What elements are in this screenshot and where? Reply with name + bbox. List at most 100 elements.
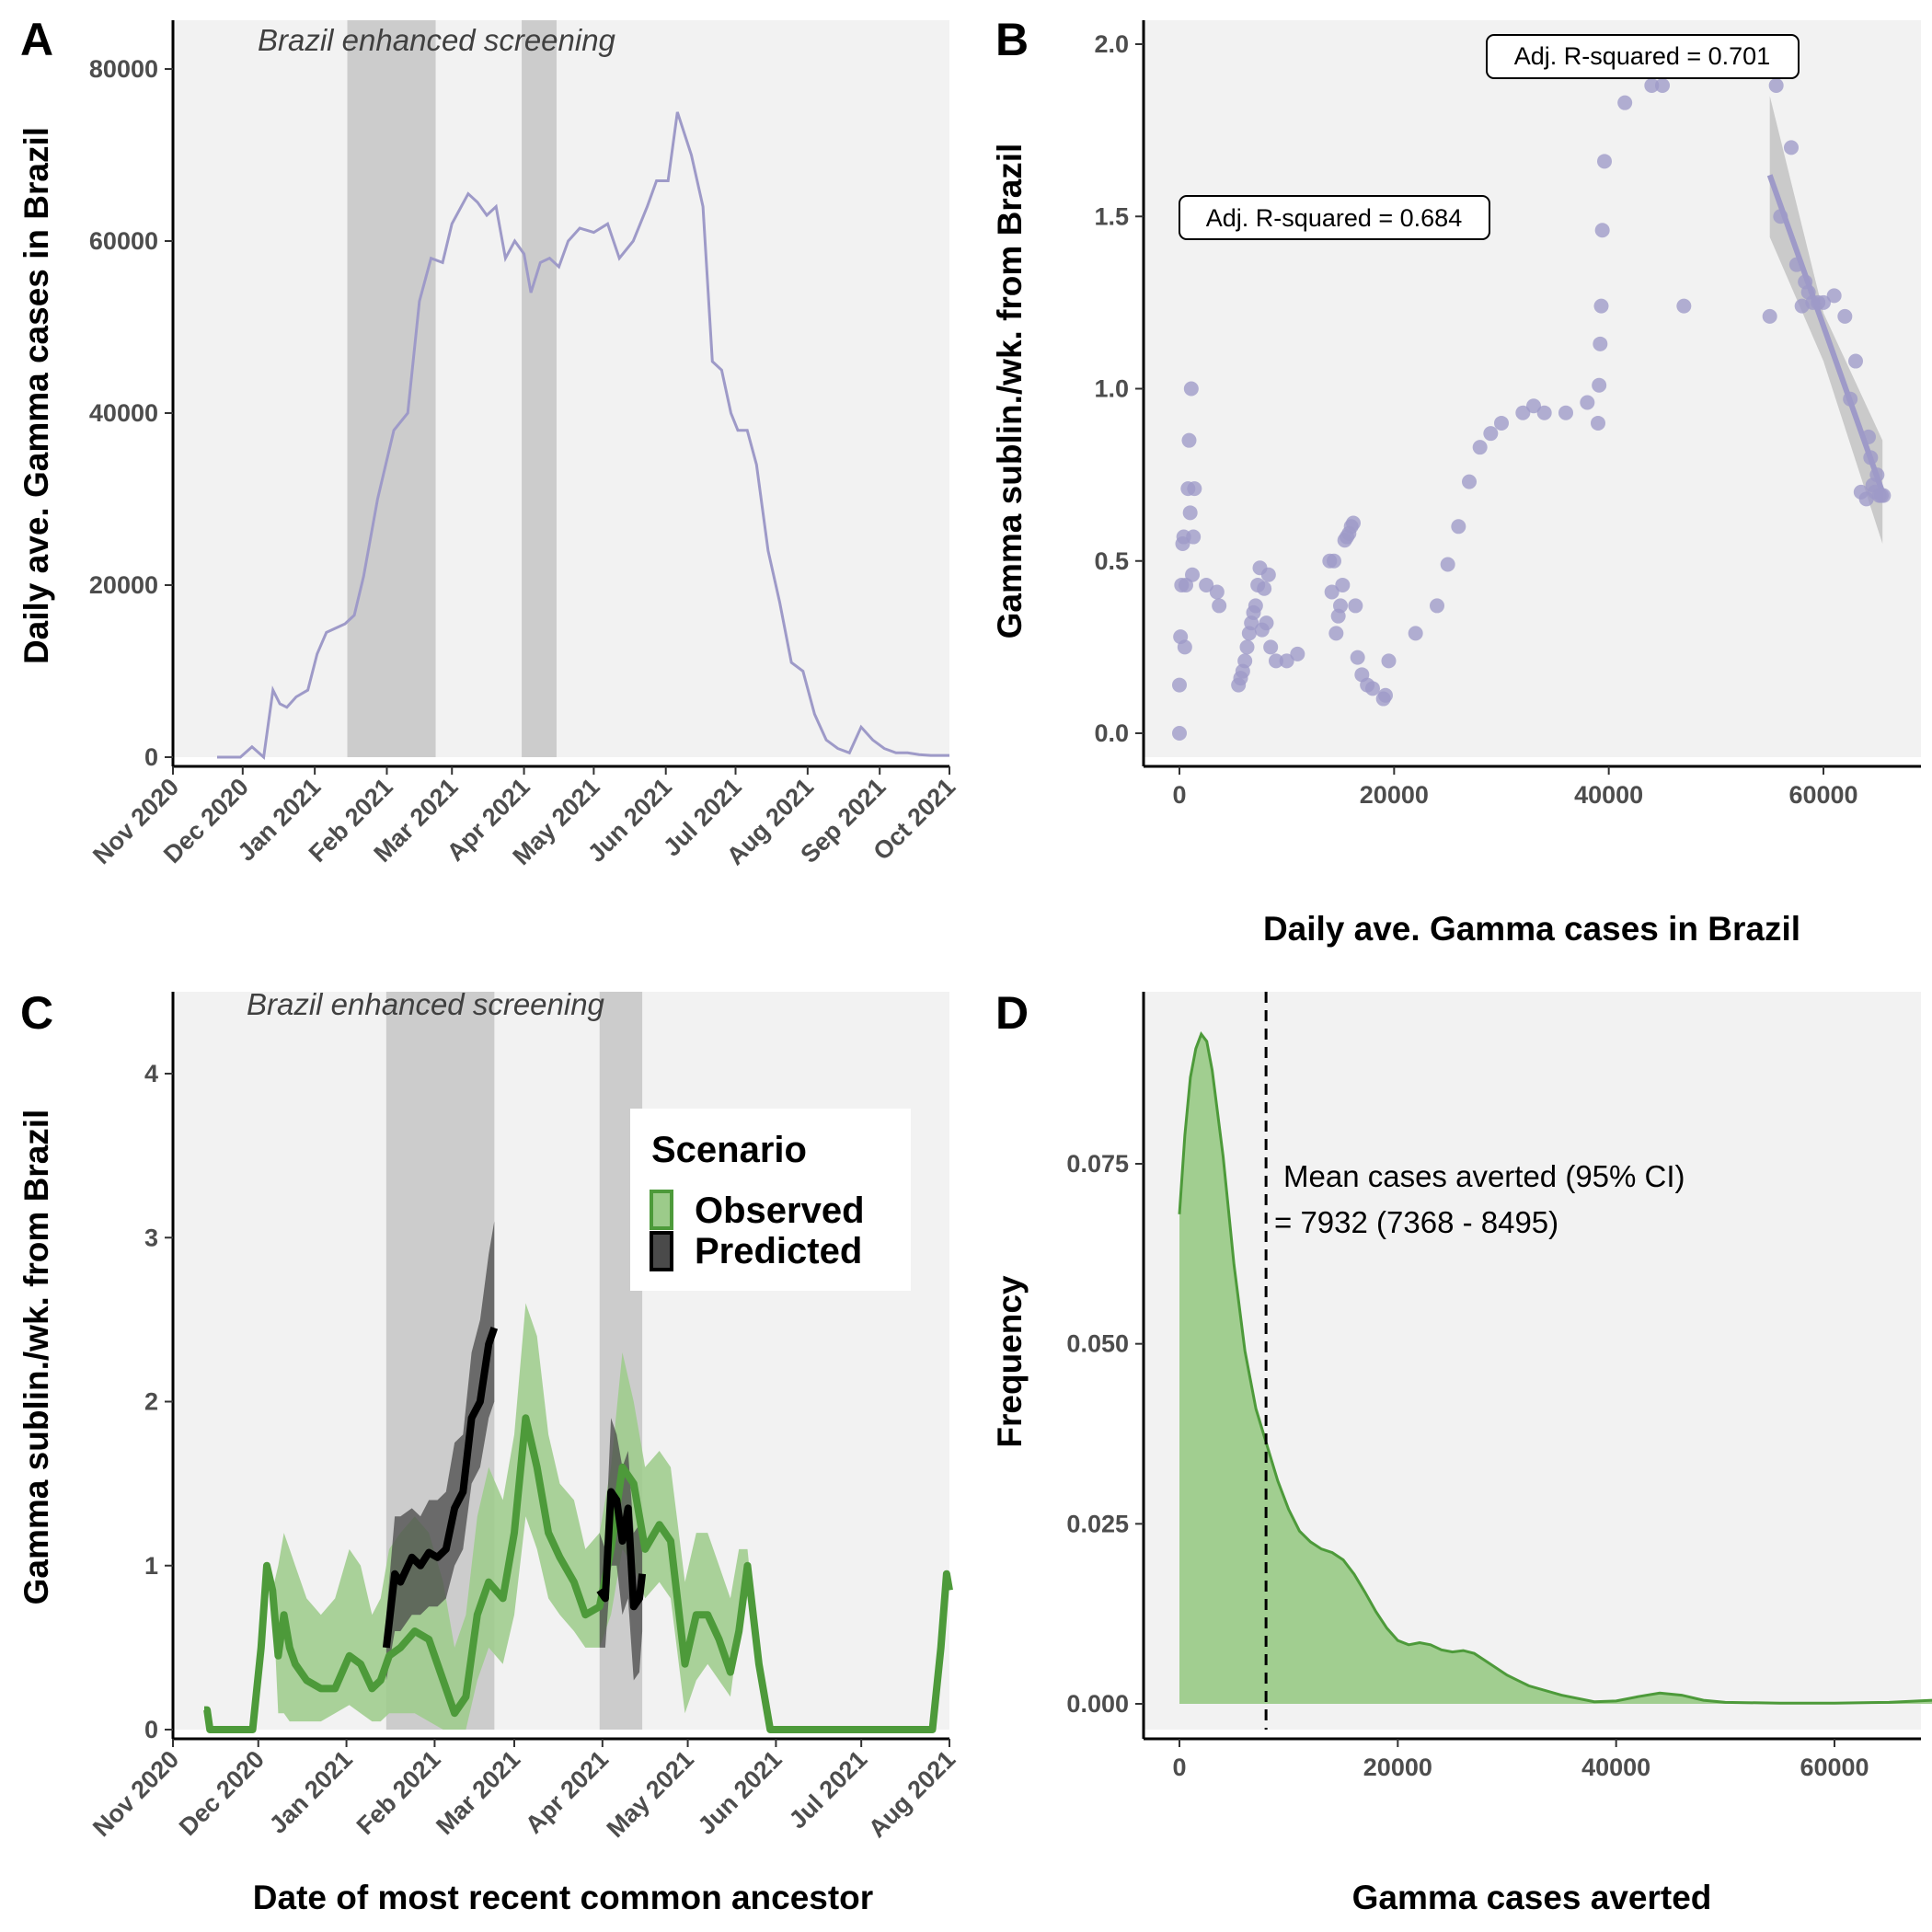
panel-d: Mean cases averted (95% CI) = 7932 (7368 … [991,987,1932,1916]
panel-b: Adj. R-squared = 0.684 Adj. R-squared = 0… [991,14,1921,948]
panel-label: B [995,14,1029,65]
x-tick-label: Nov 2020 [87,1745,184,1842]
panel-label: A [20,14,53,65]
x-tick-label: 0 [1172,1754,1186,1781]
scatter-point [1348,598,1363,614]
scatter-point [1260,567,1276,582]
scatter-point [1526,398,1541,414]
x-tick-label: 60000 [1788,781,1857,809]
x-tick-label: 40000 [1581,1754,1650,1781]
y-tick-label: 3 [144,1224,158,1251]
scatter-point [1869,467,1885,483]
x-tick-label: May 2021 [602,1745,699,1843]
scatter-point [1430,598,1444,614]
x-tick-label: Jan 2021 [264,1745,358,1839]
scatter-point [1472,440,1488,455]
scatter-point [1324,584,1340,600]
legend-title: Scenario [651,1130,807,1170]
scatter-point [1181,432,1197,448]
scatter-point [1591,415,1605,431]
x-tick-label: Jul 2021 [784,1745,873,1834]
legend-swatch-observed [650,1190,673,1230]
scatter-point [1185,567,1200,582]
y-tick-label: 4 [144,1060,158,1087]
scatter-point [1644,77,1660,93]
y-tick-label: 40000 [89,399,158,427]
predicted-line [382,1327,499,1649]
y-axis-title: Gamma sublin./wk. from Brazil [991,144,1029,639]
scatter-point [1494,415,1509,431]
scatter-point [1440,557,1455,572]
density-area [1179,1034,1932,1704]
predicted-band [599,1418,643,1681]
scatter-point [1515,405,1531,420]
scatter-point [1257,581,1272,596]
y-tick-label: 1 [144,1552,158,1580]
y-tick-label: 0.050 [1066,1330,1129,1358]
y-tick-label: 0 [144,1716,158,1743]
scatter-point [1333,598,1348,614]
r2-label-1: Adj. R-squared = 0.684 [1206,204,1462,232]
scatter-point [1816,294,1831,310]
scatter-point [1462,474,1477,489]
scatter-point [1182,505,1198,521]
legend-swatch-predicted [650,1231,673,1271]
plot-background [1144,20,1921,757]
scatter-point [1843,391,1858,407]
panel-label: D [995,987,1029,1039]
x-tick-label: 60000 [1800,1754,1869,1781]
y-tick-label: 60000 [89,227,158,255]
mean-annotation-line-1: Mean cases averted (95% CI) [1283,1159,1685,1193]
y-axis-title: Frequency [991,1275,1029,1448]
scatter-point [1408,626,1423,641]
scatter-point [1269,653,1283,669]
scatter-point [1597,154,1612,169]
scatter-point [1365,681,1380,696]
scatter-point [1536,405,1552,420]
r2-box-2 [1486,34,1800,79]
scatter-point [1784,140,1799,155]
panel-a: Brazil enhanced screening 0 20000 40000 6000… [17,14,960,870]
scatter-point [1580,395,1595,410]
scatter-point [1768,77,1784,93]
x-axis-title: Gamma cases averted [1352,1879,1712,1916]
scatter-point [1592,377,1607,393]
scatter-point [1172,677,1187,693]
scatter-point [1617,95,1633,110]
scatter-point [1826,288,1842,304]
plot-background [173,20,949,757]
scatter-point [1328,626,1344,641]
x-tick-label: Aug 2021 [863,1745,960,1843]
y-tick-label: 2.0 [1094,30,1129,58]
scatter-point [1381,653,1397,669]
y-tick-label: 0.5 [1094,547,1129,575]
scatter-point [1378,687,1393,703]
scatter-point [1172,726,1187,741]
scatter-point [1451,519,1466,535]
legend-label-observed: Observed [695,1190,865,1231]
scatter-point [1676,298,1692,314]
cases-line [217,111,949,760]
y-tick-label: 0.0 [1094,719,1129,747]
scatter-point [1239,639,1255,655]
y-tick-label: 0.000 [1066,1690,1129,1718]
scatter-point [1837,308,1853,324]
legend-box [630,1109,911,1291]
scatter-point [1183,381,1199,397]
scatter-point [1263,639,1279,655]
y-tick-label: 0.075 [1066,1150,1129,1178]
x-axis-title: Daily ave. Gamma cases in Brazil [1263,910,1800,948]
predicted-line [596,1488,647,1611]
scatter-point [1237,653,1253,669]
scatter-point [1279,653,1294,669]
y-tick-label: 1.0 [1094,375,1129,403]
scatter-point [1335,577,1351,592]
scatter-point [1594,223,1610,238]
legend-label-predicted: Predicted [695,1231,862,1271]
x-tick-label: Jun 2021 [693,1745,788,1840]
mean-annotation-line-2: = 7932 (7368 - 8495) [1274,1205,1558,1239]
x-tick-label: 20000 [1360,781,1429,809]
scatter-point [1863,450,1879,466]
x-tick-label: 40000 [1574,781,1643,809]
